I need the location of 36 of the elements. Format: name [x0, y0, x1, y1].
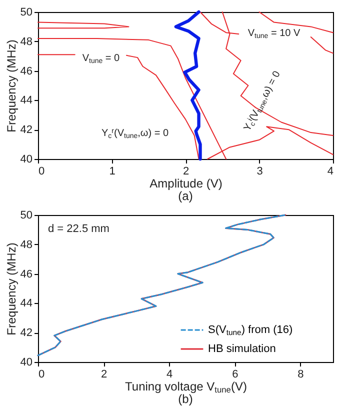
x-axis-title: Amplitude (V) — [150, 176, 222, 190]
line-series — [174, 10, 202, 161]
y-tick-label: 40 — [20, 356, 32, 368]
annotation: V$_{tune}$ = 10 V — [248, 28, 300, 40]
x-tick-label: 1 — [109, 166, 116, 178]
legend-label: HB simulation — [208, 343, 276, 355]
y-tick-label: 44 — [20, 94, 32, 107]
x-tick-label: 4 — [166, 368, 173, 380]
y-tick-label: 44 — [20, 298, 32, 310]
text: (a) — [178, 189, 193, 203]
y-tick-label: 40 — [20, 154, 32, 166]
x-tick-label: 8 — [298, 368, 304, 380]
y-tick-label: 48 — [20, 238, 32, 251]
x-tick-label: 2 — [182, 166, 190, 178]
x-tick-label: 0 — [38, 166, 45, 178]
y-tick-label: 42 — [20, 327, 32, 340]
y-tick-label: 46 — [20, 65, 32, 78]
x-tick-label: 0 — [38, 368, 45, 380]
annotation: d = 22.5 mm — [48, 223, 110, 235]
annotation: Y$_{c}$$^{r}$(V$_{tune}$,ω) = 0 — [101, 128, 169, 140]
y-tick-label: 46 — [20, 268, 32, 280]
text: (b) — [178, 392, 193, 406]
x-axis-title: Tuning voltage V$_{tune}$(V) — [125, 380, 247, 395]
y-tick-label: 42 — [20, 124, 32, 136]
x-tick-label: 6 — [232, 368, 238, 380]
y-tick-label: 50 — [20, 6, 32, 18]
y-tick-label: 48 — [20, 36, 32, 48]
y-tick-label: 50 — [20, 210, 32, 222]
y-axis-title: Frequency (MHz) — [4, 40, 18, 132]
legend-label: S(V$_{tune}$) from (16) — [208, 324, 293, 337]
x-tick-label: 3 — [256, 166, 263, 178]
x-tick-label: 2 — [100, 368, 108, 380]
y-axis-title: Frequency (MHz) — [4, 242, 18, 336]
line-series — [126, 54, 200, 160]
x-tick-label: 4 — [327, 166, 334, 178]
annotation: V$_{tune}$ = 0 — [82, 53, 120, 65]
